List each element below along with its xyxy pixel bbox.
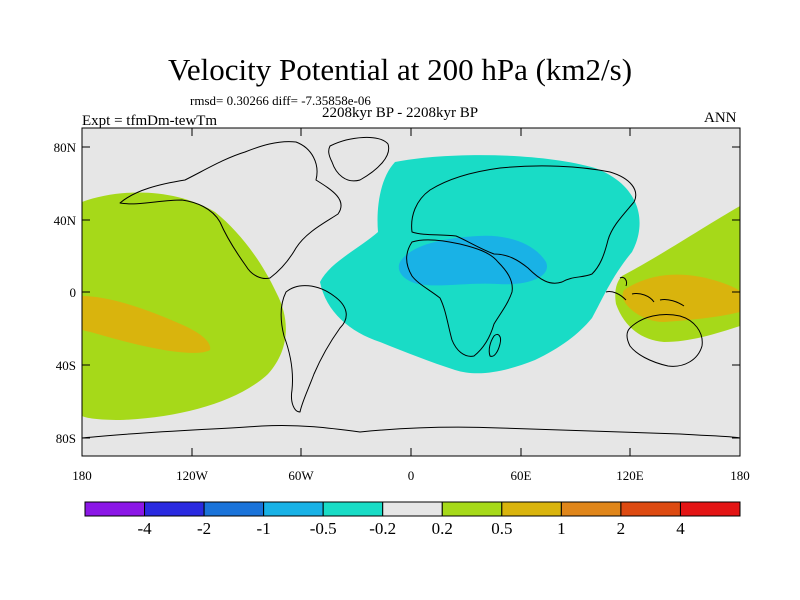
lon-label-120w: 120W bbox=[176, 468, 209, 483]
colorbar: -4 -2 -1 -0.5 -0.2 0.2 0.5 1 2 4 bbox=[84, 501, 741, 538]
colorbar-box-5 bbox=[382, 501, 443, 517]
colorbar-box-6 bbox=[441, 501, 503, 517]
colorbar-box-0 bbox=[84, 501, 146, 517]
coast-greenland bbox=[328, 136, 390, 182]
lat-label-40s: 40S bbox=[56, 358, 76, 373]
contour-fields bbox=[82, 136, 740, 439]
experiment-label: Expt = tfmDm-tewTm bbox=[82, 113, 218, 129]
north-africa-negative-mid-region bbox=[398, 235, 547, 286]
colorbar-label-0: -4 bbox=[137, 519, 152, 538]
colorbar-box-2 bbox=[203, 501, 265, 517]
chart-title: Velocity Potential at 200 hPa (km2/s) bbox=[167, 52, 633, 87]
coastlines bbox=[82, 136, 740, 439]
lon-label-60w: 60W bbox=[288, 468, 314, 483]
colorbar-box-1 bbox=[144, 501, 205, 517]
season-label: ANN bbox=[704, 110, 737, 126]
colorbar-label-6: 0.5 bbox=[491, 519, 512, 538]
colorbar-label-9: 4 bbox=[676, 519, 685, 538]
axis-ticks bbox=[81, 128, 741, 456]
coast-south-america bbox=[280, 285, 347, 413]
colorbar-label-3: -0.5 bbox=[310, 519, 337, 538]
lon-label-120e: 120E bbox=[616, 468, 644, 483]
colorbar-label-1: -2 bbox=[197, 519, 211, 538]
coast-australia bbox=[626, 314, 703, 367]
colorbar-box-8 bbox=[560, 501, 622, 517]
pacific-positive-mid-region bbox=[82, 296, 211, 353]
colorbar-label-4: -0.2 bbox=[369, 519, 396, 538]
coast-eurasia bbox=[411, 165, 637, 284]
colorbar-box-10 bbox=[679, 501, 741, 517]
colorbar-box-7 bbox=[501, 501, 562, 517]
colorbar-label-2: -1 bbox=[257, 519, 271, 538]
lon-label-60e: 60E bbox=[511, 468, 532, 483]
colorbar-label-5: 0.2 bbox=[432, 519, 453, 538]
coast-maritime-islands bbox=[605, 277, 685, 307]
longitude-labels: 180 120W 60W 0 60E 120E 180 bbox=[72, 468, 750, 483]
lat-label-80s: 80S bbox=[56, 431, 76, 446]
lat-label-0: 0 bbox=[70, 285, 77, 300]
colorbar-label-7: 1 bbox=[557, 519, 566, 538]
colorbar-label-8: 2 bbox=[617, 519, 626, 538]
coast-madagascar bbox=[488, 333, 501, 357]
colorbar-box-3 bbox=[263, 501, 324, 517]
maritime-positive-mid-region bbox=[622, 274, 740, 322]
lat-label-80n: 80N bbox=[54, 140, 77, 155]
lon-label-180w: 180 bbox=[72, 468, 92, 483]
latitude-labels: 80N 40N 0 40S 80S bbox=[54, 140, 77, 446]
colorbar-box-9 bbox=[620, 501, 681, 517]
lon-label-180e: 180 bbox=[730, 468, 750, 483]
rmsd-diff-text: rmsd= 0.30266 diff= -7.35858e-06 bbox=[190, 93, 371, 108]
coast-north-america bbox=[119, 141, 342, 279]
colorbar-box-4 bbox=[322, 501, 384, 517]
lat-label-40n: 40N bbox=[54, 213, 77, 228]
coast-africa bbox=[406, 239, 513, 357]
lon-label-0: 0 bbox=[408, 468, 415, 483]
period-subtitle: 2208kyr BP - 2208kyr BP bbox=[322, 105, 479, 121]
coast-antarctica bbox=[82, 424, 740, 439]
